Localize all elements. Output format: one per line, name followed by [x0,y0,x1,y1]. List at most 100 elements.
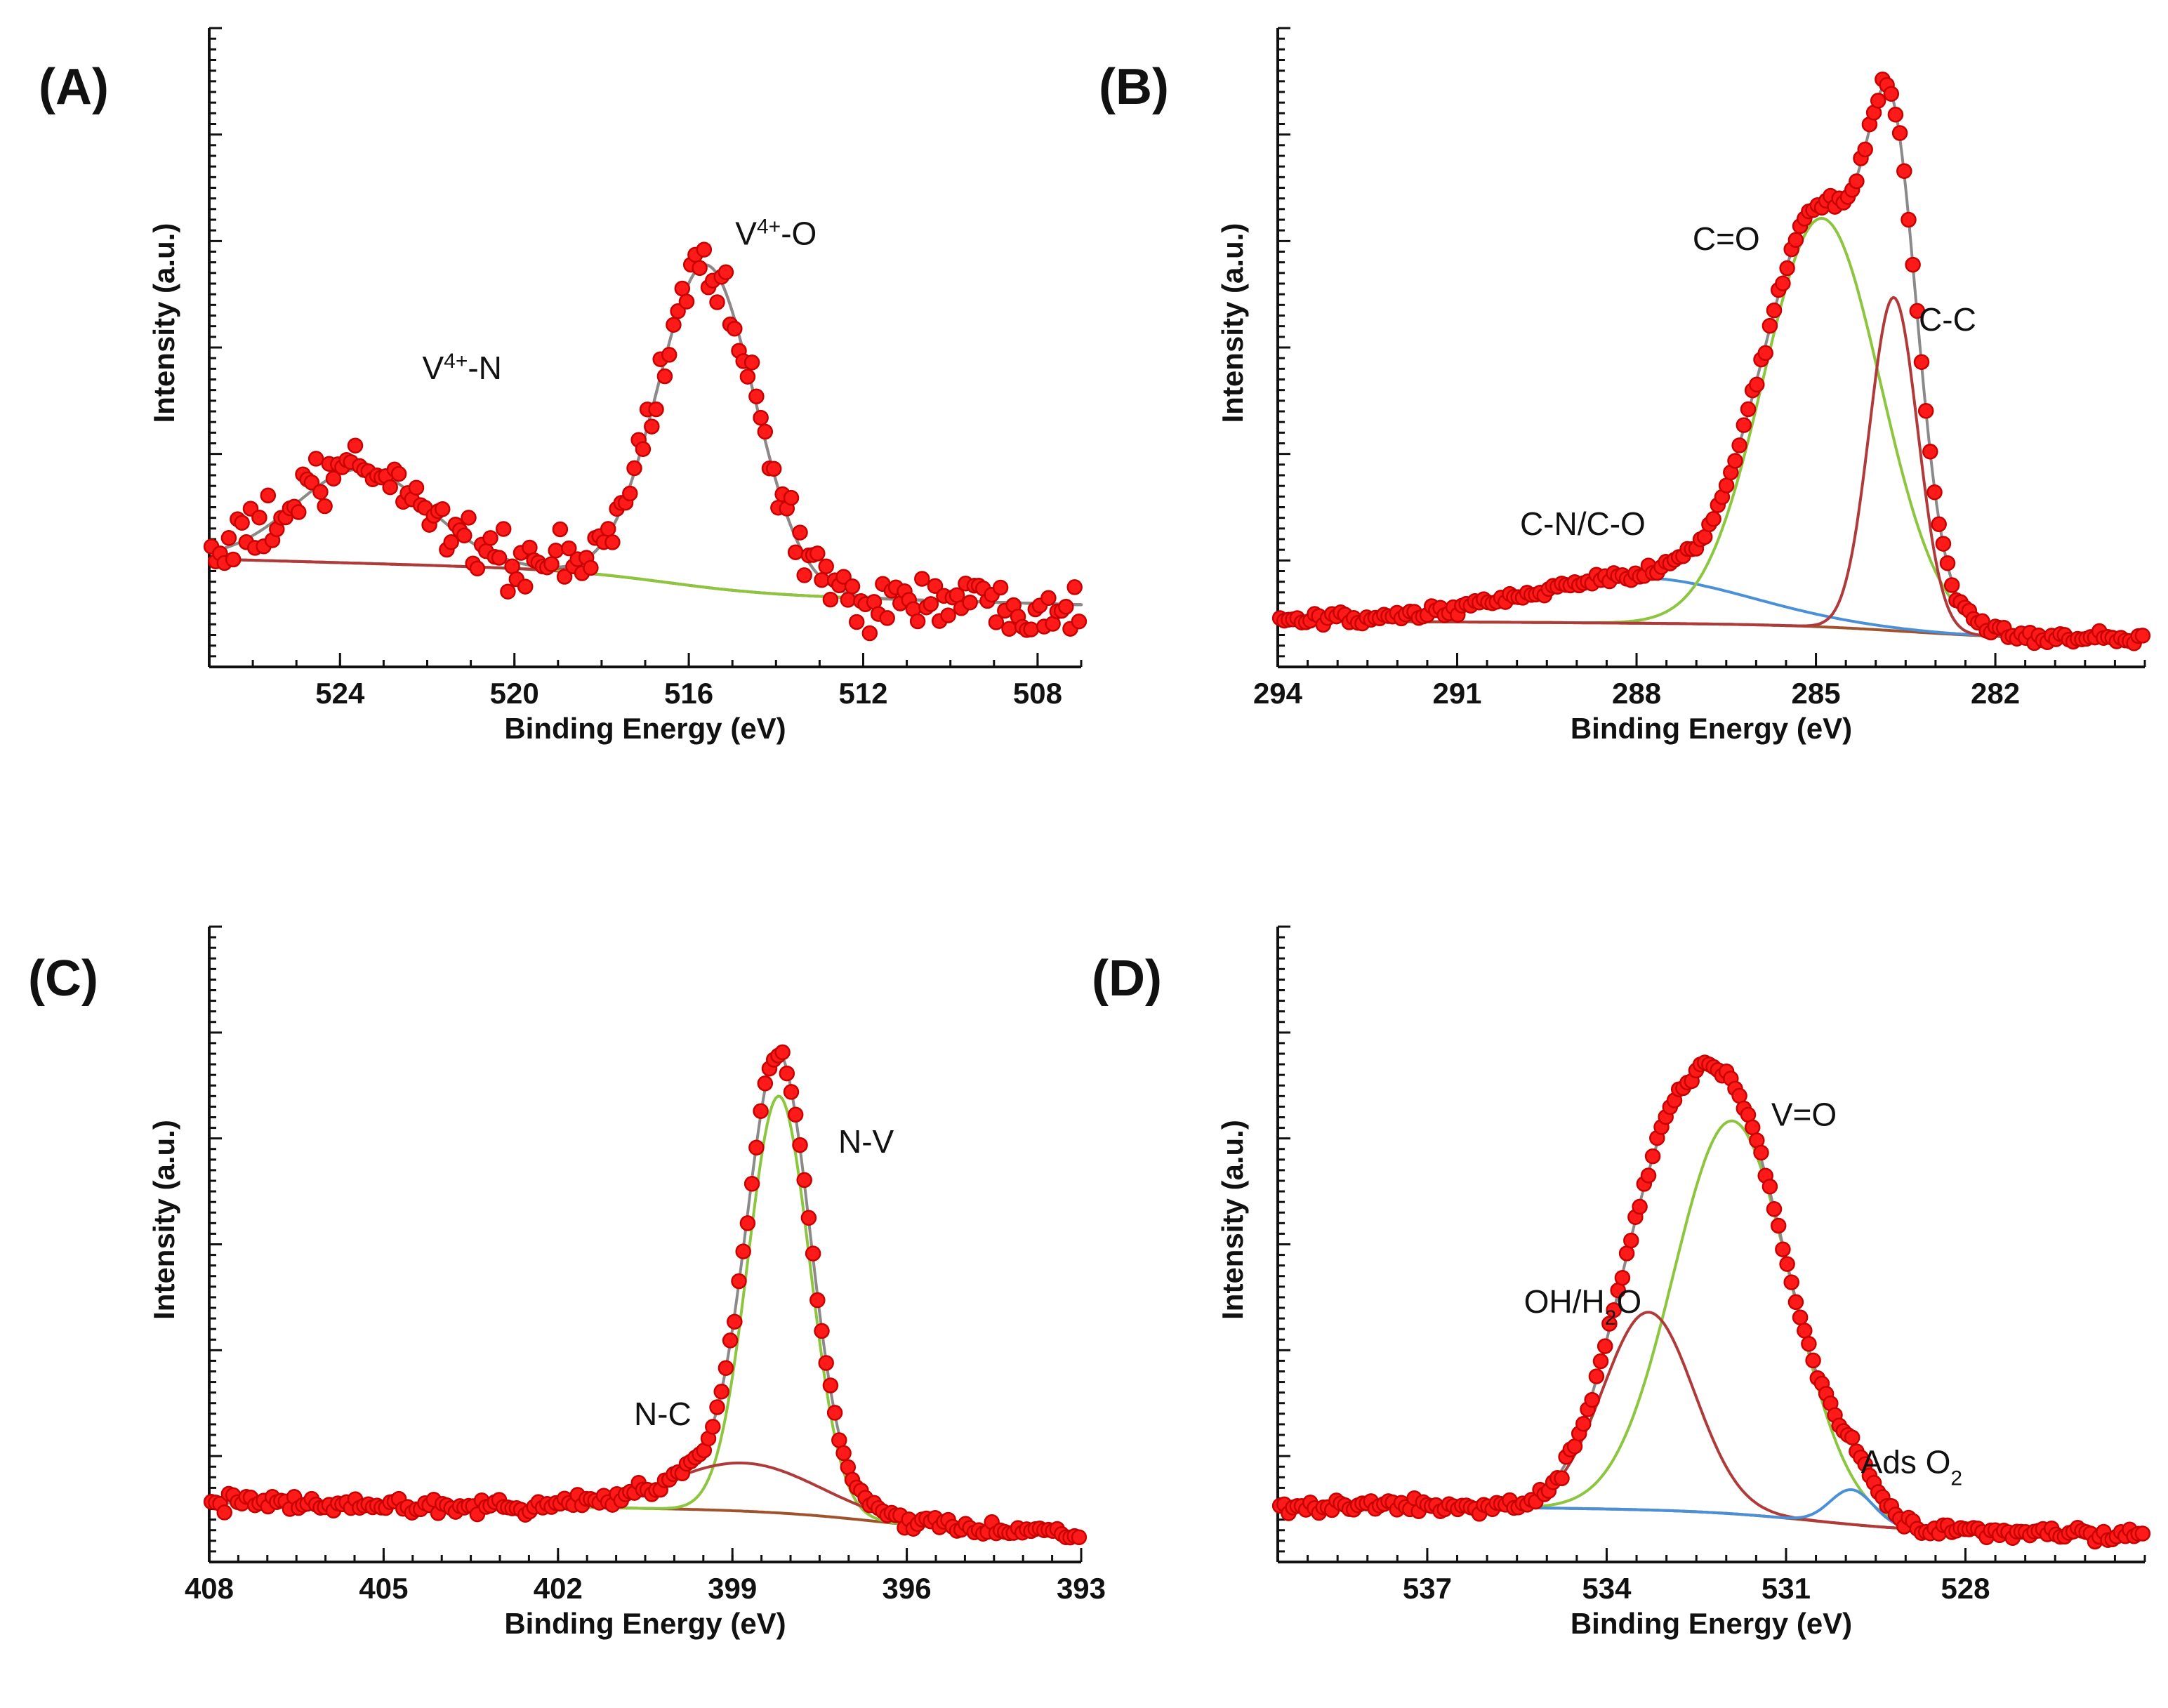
data-point [962,594,978,611]
data-point [1588,1368,1605,1384]
data-point [461,510,477,526]
data-point [548,543,564,559]
data-point [709,1399,725,1415]
data-point [779,1065,795,1082]
x-tick-label: 528 [1941,1572,1990,1605]
data-point [1618,1245,1635,1262]
data-point [1597,1338,1613,1354]
data-point [718,264,734,281]
data-point [1554,1470,1570,1487]
data-point [844,578,861,595]
data-point [674,280,691,297]
data-point [923,596,939,612]
panel-label: (A) [39,59,109,115]
data-point [1909,303,1926,319]
data-point [1857,141,1873,158]
data-point [495,521,512,537]
data-point [774,1044,791,1061]
data-point [1917,403,1934,419]
data-point [317,498,333,515]
data-point [814,1323,830,1339]
data-point [818,558,834,575]
x-axis-title: Binding Energy (eV) [1571,1607,1852,1640]
component-curve-v4-n [208,468,1083,607]
data-point [1943,577,1960,593]
component-curve-c-o [1276,216,2146,641]
data-point [656,368,673,385]
data-point [1844,1429,1860,1445]
data-point [840,592,857,608]
data-point [443,534,459,550]
data-point [1775,1241,1791,1257]
data-point [382,479,398,496]
peak-label: C-N/C-O [1520,505,1646,542]
data-point [1718,477,1735,494]
data-point [1071,1529,1088,1546]
data-point [1779,260,1795,277]
data-point [2134,1525,2151,1542]
data-point [848,614,865,630]
data-point [1797,1323,1813,1339]
data-point [739,1215,756,1231]
data-point [822,1377,839,1393]
data-point [1584,1391,1600,1408]
data-point [1913,354,1930,370]
data-point [644,418,660,435]
data-point [735,1243,751,1259]
data-point [739,369,756,385]
data-point [1775,275,1791,291]
y-axis-title: Intensity (a.u.) [147,223,180,423]
data-point [500,583,516,600]
panel-label: (B) [1099,59,1169,115]
data-point [796,567,812,583]
data-point [556,569,573,585]
data-point [1779,1256,1795,1272]
data-point [583,560,599,576]
x-tick-label: 537 [1403,1572,1452,1605]
data-point [308,451,324,467]
data-point [600,521,616,537]
data-point [291,504,307,520]
data-point [1632,1198,1648,1215]
data-point [1935,536,1952,552]
data-point [1740,401,1757,418]
data-point [753,1103,769,1119]
data-point [1606,1302,1622,1318]
data-point [783,489,800,506]
data-point [1805,1352,1821,1369]
data-point [456,527,472,544]
data-point [1891,125,1908,141]
x-tick-label: 288 [1612,677,1661,710]
x-tick-label: 516 [664,677,713,710]
data-point [1901,211,1917,228]
component-curve-v-o [1276,1119,2146,1537]
peak-label: OH/H2O [1524,1283,1641,1330]
panel-label: (D) [1092,951,1162,1007]
data-point [940,607,956,623]
data-point [1922,444,1938,460]
data-point [678,293,695,310]
data-point [220,530,237,546]
data-point [1071,613,1088,630]
data-point [1705,511,1721,527]
data-point [757,1075,774,1092]
data-point [648,401,664,418]
data-point [325,470,342,487]
data-point [1849,173,1865,190]
data-point [757,423,774,440]
data-point [552,521,569,538]
data-point [408,479,425,496]
data-point [491,550,508,566]
data-point [805,1245,821,1262]
data-point [1801,1336,1817,1352]
x-tick-label: 393 [1057,1572,1106,1605]
data-point [822,591,839,608]
data-point [765,461,782,477]
data-point [809,545,826,562]
data-point [909,613,926,630]
data-point [731,1273,747,1290]
data-point [1766,1201,1783,1217]
data-point [879,610,895,626]
data-point [992,579,1009,596]
peak-label: C-C [1919,301,1976,338]
